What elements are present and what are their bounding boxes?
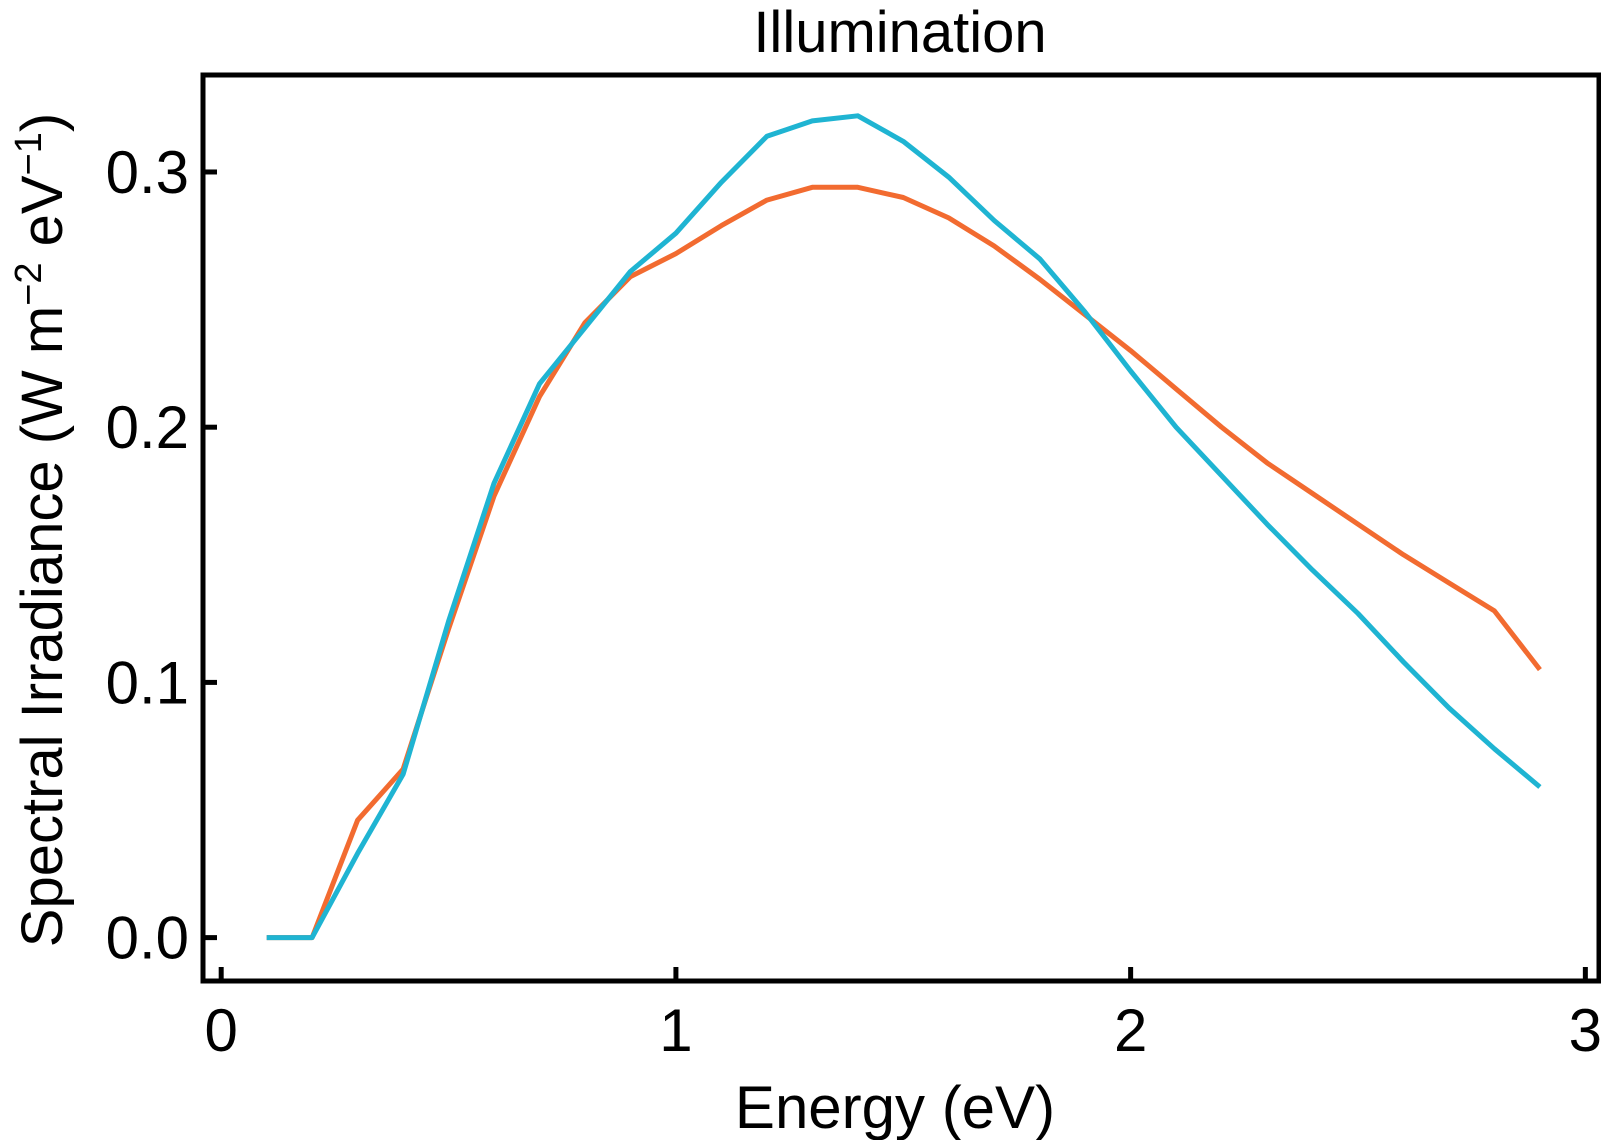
y-axis-label-close: ) — [10, 113, 75, 132]
y-axis-label-mid: eV — [10, 175, 75, 262]
y-axis-label-exp2: −1 — [8, 132, 50, 175]
y-tick-label: 0.2 — [106, 394, 189, 461]
chart-title: Illumination — [753, 0, 1046, 65]
y-axis-label-base: Spectral Irradiance (W m — [10, 306, 75, 947]
y-axis-label-exp1: −2 — [8, 262, 50, 305]
axis-ticks: 0 1 2 3 0.0 0.1 0.2 0.3 — [106, 139, 1601, 1064]
y-tick-label: 0.0 — [106, 905, 189, 972]
series-layer — [266, 113, 1542, 941]
series-line-1 — [266, 184, 1542, 941]
series-line-2 — [266, 113, 1542, 941]
x-axis-label: Energy (eV) — [735, 1074, 1055, 1140]
y-tick-label: 0.1 — [106, 649, 189, 716]
x-tick-label: 2 — [1114, 997, 1147, 1064]
y-tick-label: 0.3 — [106, 139, 189, 206]
x-tick-label: 0 — [205, 997, 238, 1064]
x-tick-label: 3 — [1569, 997, 1601, 1064]
x-tick-label: 1 — [659, 997, 692, 1064]
plot-frame — [200, 72, 1601, 984]
y-axis-label: Spectral Irradiance (W m−2 eV−1) — [8, 113, 75, 947]
